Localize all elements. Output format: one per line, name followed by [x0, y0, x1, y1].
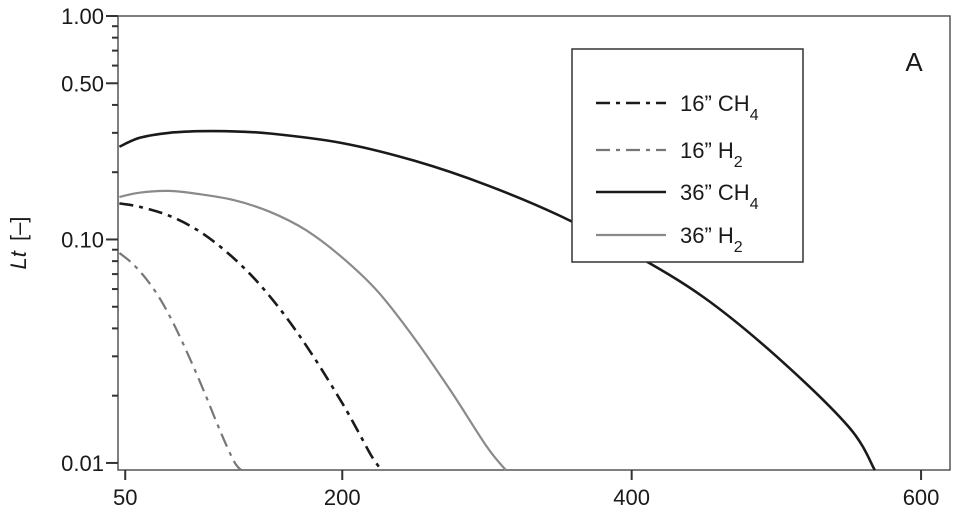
series-layer — [118, 129, 876, 471]
series-line-3 — [118, 129, 876, 471]
series-line-1 — [119, 202, 383, 471]
y-tick-label: 0.10 — [61, 227, 104, 252]
legend-label: 36” CH4 — [680, 180, 759, 213]
legend-box — [571, 48, 804, 263]
x-tick-label: 200 — [324, 485, 361, 510]
x-tick-label: 600 — [903, 485, 940, 510]
y-axis-label-symbol: Lt — [6, 250, 31, 269]
x-tick-label: 400 — [613, 485, 650, 510]
plot-frame — [117, 15, 951, 471]
x-axis-ticks: 50 200 400 600 — [113, 470, 939, 510]
legend-label: 36” H2 — [680, 223, 743, 256]
panel-label: A — [905, 47, 923, 77]
series-line-4 — [119, 189, 507, 471]
y-tick-label: 0.50 — [61, 71, 104, 96]
legend: 16” CH4 16” H2 36” CH4 36” H2 — [571, 48, 804, 263]
legend-label: 16” CH4 — [680, 91, 759, 124]
y-axis-label-unit: [–] — [6, 217, 31, 241]
y-axis-label: Lt [–] — [6, 217, 31, 270]
y-tick-label: 1.00 — [61, 4, 104, 29]
y-tick-label: 0.01 — [61, 451, 104, 476]
x-tick-label: 50 — [113, 485, 137, 510]
y-axis-ticks: 0.01 0.10 0.50 1.00 — [61, 4, 118, 476]
series-line-2 — [118, 252, 242, 471]
legend-label: 16” H2 — [680, 138, 743, 171]
